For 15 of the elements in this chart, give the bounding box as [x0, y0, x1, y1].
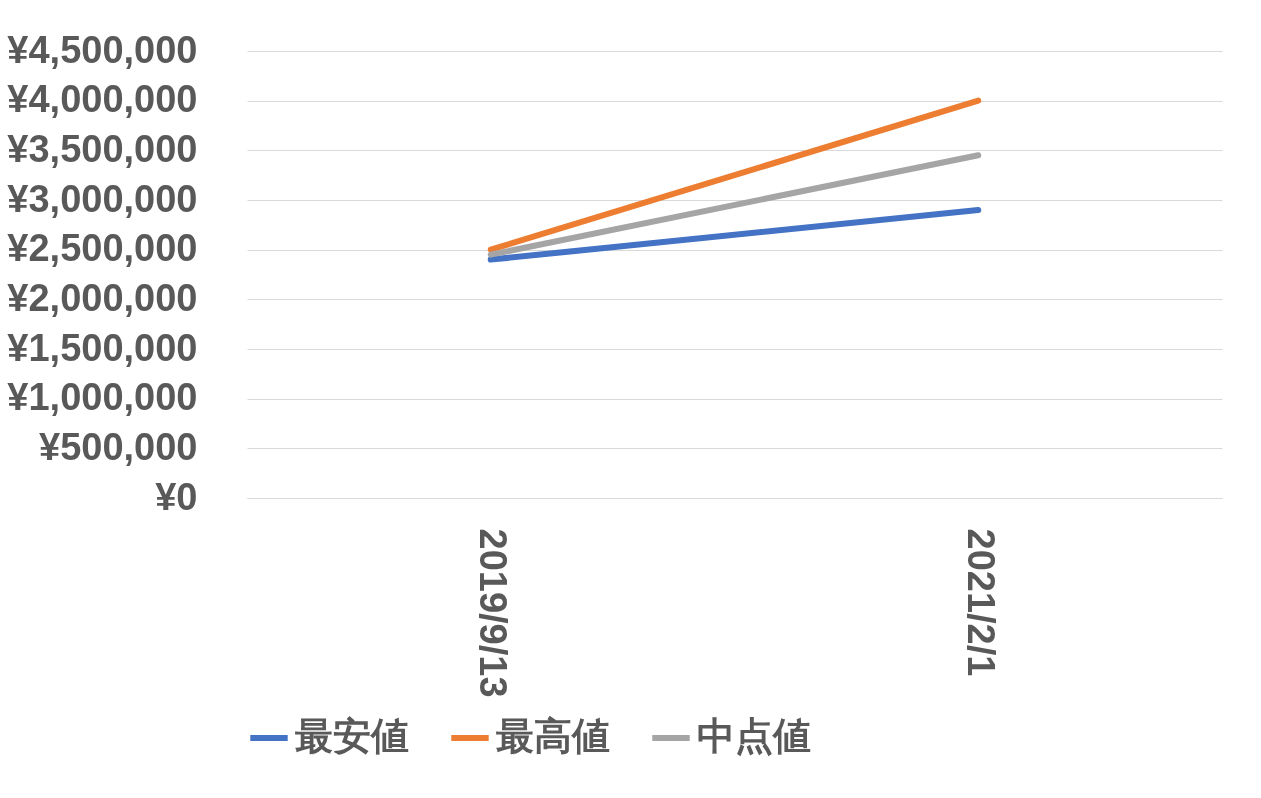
legend-label: 最高値 — [496, 715, 610, 757]
y-tick-label: ¥0 — [155, 475, 198, 518]
y-tick-label: ¥2,000,000 — [7, 276, 198, 319]
y-tick-label: ¥3,500,000 — [7, 127, 198, 170]
y-tick-label: ¥2,500,000 — [7, 227, 198, 270]
legend-label: 中点値 — [697, 715, 811, 757]
x-tick-label: 2021/2/1 — [959, 528, 1002, 677]
y-tick-label: ¥4,500,000 — [7, 28, 198, 71]
y-tick-label: ¥500,000 — [39, 425, 198, 468]
y-tick-label: ¥3,000,000 — [7, 177, 198, 220]
legend-label: 最安値 — [295, 715, 409, 757]
x-tick-label: 2019/9/13 — [472, 528, 515, 698]
y-tick-label: ¥4,000,000 — [7, 78, 198, 121]
y-tick-label: ¥1,000,000 — [7, 376, 198, 419]
y-tick-label: ¥1,500,000 — [7, 326, 198, 369]
